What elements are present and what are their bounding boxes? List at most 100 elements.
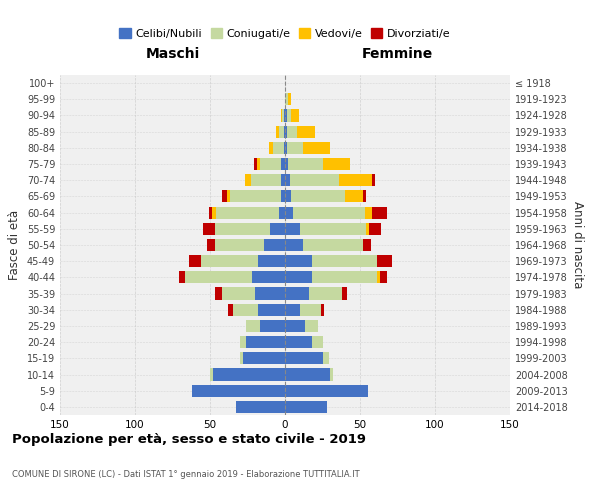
Bar xyxy=(285,320,305,332)
Text: Femmine: Femmine xyxy=(362,48,433,62)
Bar xyxy=(254,158,257,170)
Bar xyxy=(260,320,285,332)
Bar xyxy=(264,239,285,251)
Bar xyxy=(258,304,285,316)
Bar xyxy=(300,222,366,235)
Bar xyxy=(279,206,285,218)
Bar xyxy=(291,190,345,202)
Bar xyxy=(323,352,329,364)
Bar xyxy=(363,239,371,251)
Bar xyxy=(269,142,273,154)
Bar xyxy=(209,206,212,218)
Bar xyxy=(201,255,258,268)
Bar xyxy=(285,255,312,268)
Bar xyxy=(285,368,330,380)
Y-axis label: Fasce di età: Fasce di età xyxy=(8,210,21,280)
Bar xyxy=(321,304,324,316)
Text: Popolazione per età, sesso e stato civile - 2019: Popolazione per età, sesso e stato civil… xyxy=(12,432,366,446)
Bar xyxy=(377,255,392,268)
Bar xyxy=(285,352,323,364)
Bar xyxy=(260,158,281,170)
Bar xyxy=(287,142,303,154)
Bar xyxy=(285,401,327,413)
Bar xyxy=(246,336,285,348)
Bar xyxy=(285,206,293,218)
Bar xyxy=(285,93,288,106)
Bar xyxy=(377,272,380,283)
Bar xyxy=(287,126,297,138)
Bar xyxy=(257,158,260,170)
Bar xyxy=(290,174,339,186)
Bar xyxy=(243,352,285,364)
Bar xyxy=(365,206,372,218)
Legend: Celibi/Nubili, Coniugati/e, Vedovi/e, Divorziati/e: Celibi/Nubili, Coniugati/e, Vedovi/e, Di… xyxy=(117,26,453,42)
Bar xyxy=(235,401,285,413)
Bar xyxy=(342,288,347,300)
Bar xyxy=(293,206,365,218)
Bar xyxy=(303,239,363,251)
Bar xyxy=(203,222,215,235)
Bar xyxy=(255,288,285,300)
Bar xyxy=(339,174,372,186)
Bar xyxy=(282,110,284,122)
Y-axis label: Anni di nascita: Anni di nascita xyxy=(571,202,584,288)
Bar xyxy=(240,336,246,348)
Bar xyxy=(281,158,285,170)
Bar xyxy=(222,190,227,202)
Bar xyxy=(207,239,215,251)
Bar xyxy=(380,272,387,283)
Bar xyxy=(281,174,285,186)
Bar xyxy=(270,222,285,235)
Bar xyxy=(213,368,285,380)
Bar xyxy=(281,190,285,202)
Bar xyxy=(210,368,213,380)
Bar xyxy=(284,142,285,154)
Bar xyxy=(227,190,229,202)
Bar xyxy=(372,174,375,186)
Bar xyxy=(251,174,281,186)
Bar xyxy=(216,206,279,218)
Bar xyxy=(284,110,285,122)
Bar xyxy=(372,206,387,218)
Bar xyxy=(285,142,287,154)
Bar xyxy=(228,304,233,316)
Bar xyxy=(285,304,300,316)
Bar xyxy=(309,288,342,300)
Bar xyxy=(285,222,300,235)
Bar xyxy=(245,174,251,186)
Bar xyxy=(287,110,291,122)
Bar xyxy=(300,304,321,316)
Bar xyxy=(252,272,285,283)
Bar xyxy=(279,126,284,138)
Bar xyxy=(192,384,285,397)
Bar xyxy=(246,320,260,332)
Bar xyxy=(233,304,258,316)
Bar xyxy=(312,336,323,348)
Bar xyxy=(284,126,285,138)
Bar xyxy=(273,142,284,154)
Bar xyxy=(212,206,216,218)
Bar xyxy=(285,384,367,397)
Text: COMUNE DI SIRONE (LC) - Dati ISTAT 1° gennaio 2019 - Elaborazione TUTTITALIA.IT: COMUNE DI SIRONE (LC) - Dati ISTAT 1° ge… xyxy=(12,470,359,479)
Bar xyxy=(215,239,264,251)
Bar xyxy=(285,110,287,122)
Bar xyxy=(179,272,185,283)
Bar xyxy=(305,320,318,332)
Bar xyxy=(258,255,285,268)
Bar xyxy=(285,190,291,202)
Bar xyxy=(363,190,366,202)
Bar xyxy=(369,222,381,235)
Bar xyxy=(285,272,312,283)
Bar xyxy=(285,126,287,138)
Bar xyxy=(297,126,315,138)
Bar xyxy=(288,93,291,106)
Bar xyxy=(345,190,363,202)
Bar xyxy=(285,158,288,170)
Bar xyxy=(312,255,377,268)
Bar xyxy=(288,158,323,170)
Bar xyxy=(303,142,330,154)
Bar xyxy=(285,174,290,186)
Bar xyxy=(189,255,201,268)
Bar xyxy=(240,352,243,364)
Bar xyxy=(215,288,222,300)
